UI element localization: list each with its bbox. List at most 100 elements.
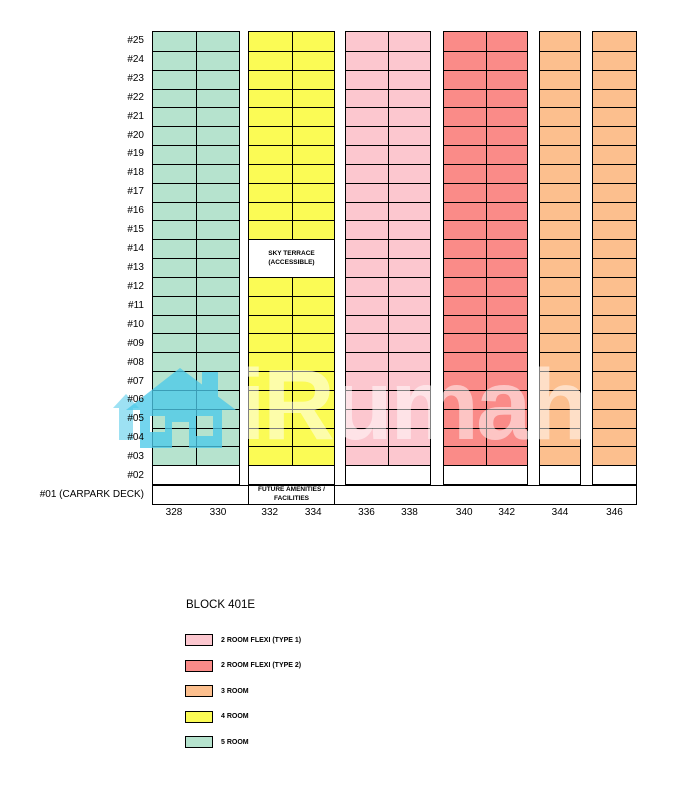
carpark-deck-label: #01 (CARPARK DECK) — [39, 489, 144, 500]
unit-cell-328 — [153, 352, 196, 371]
unit-column-group-346 — [592, 31, 637, 485]
unit-cell-328 — [153, 220, 196, 240]
unit-cell-342 — [485, 69, 527, 89]
legend-item: 2 ROOM FLEXI (TYPE 2) — [185, 659, 302, 672]
unit-cell-328 — [153, 126, 196, 145]
unit-cell-334 — [291, 295, 334, 315]
unit-number-label: 328 — [165, 507, 183, 518]
unit-cell-344 — [540, 295, 580, 315]
unit-cell-346 — [593, 88, 636, 108]
unit-cell-336 — [346, 163, 388, 183]
unit-cell-332 — [249, 446, 292, 466]
unit-cell-334 — [291, 446, 334, 466]
unit-cell-338 — [388, 126, 430, 145]
void-deck-cell — [249, 465, 334, 484]
floor-label: #06 — [127, 394, 144, 406]
unit-cell-338 — [388, 314, 430, 334]
unit-cell-346 — [593, 126, 636, 145]
unit-cell-332 — [249, 408, 292, 428]
unit-cell-344 — [540, 107, 580, 127]
unit-cell-336 — [346, 50, 388, 70]
legend-swatch — [185, 634, 213, 646]
unit-column-group-340-342 — [443, 31, 528, 485]
unit-cell-342 — [485, 446, 527, 466]
unit-cell-340 — [444, 220, 486, 240]
floor-label: #21 — [127, 110, 144, 122]
legend-label: 5 ROOM — [221, 738, 249, 746]
unit-number-label: 340 — [455, 507, 473, 518]
unit-cell-342 — [485, 239, 527, 258]
unit-cell-328 — [153, 163, 196, 183]
floor-label: #15 — [127, 224, 144, 236]
unit-cell-342 — [485, 201, 527, 221]
unit-cell-330 — [196, 126, 239, 145]
unit-cell-340 — [444, 389, 486, 409]
unit-number-label: 336 — [358, 507, 375, 518]
unit-cell-340 — [444, 239, 486, 258]
unit-cell-328 — [153, 389, 196, 409]
unit-cell-338 — [388, 239, 430, 258]
unit-number-label: 346 — [606, 507, 623, 518]
unit-cell-344 — [540, 220, 580, 240]
unit-cell-340 — [444, 314, 486, 334]
unit-cell-336 — [346, 276, 388, 296]
floor-label: #05 — [127, 413, 144, 425]
unit-cell-336 — [346, 239, 388, 258]
legend-item: 3 ROOM — [185, 685, 301, 697]
unit-cell-334 — [291, 408, 334, 428]
unit-cell-340 — [444, 107, 486, 127]
unit-cell-346 — [593, 145, 636, 164]
block-title: BLOCK 401E — [186, 599, 256, 611]
void-deck-cell — [540, 465, 580, 484]
legend-item: 2 ROOM FLEXI (TYPE 1) — [185, 634, 301, 646]
unit-cell-328 — [153, 258, 196, 277]
floor-label: #23 — [127, 72, 144, 84]
unit-cell-332 — [249, 276, 292, 296]
unit-cell-340 — [444, 295, 486, 315]
unit-cell-332 — [249, 371, 292, 390]
unit-number-label: 332 — [261, 507, 279, 518]
floor-label: #14 — [127, 243, 144, 255]
unit-cell-344 — [540, 427, 580, 447]
legend-swatch — [185, 736, 213, 748]
unit-cell-344 — [540, 408, 580, 428]
unit-cell-328 — [153, 69, 196, 89]
floor-label: #11 — [128, 299, 144, 311]
unit-cell-332 — [249, 107, 292, 127]
unit-cell-346 — [593, 182, 636, 202]
unit-cell-342 — [485, 32, 527, 51]
unit-cell-338 — [388, 69, 430, 89]
unit-cell-336 — [346, 427, 388, 447]
legend-item: 5 ROOM — [185, 736, 301, 748]
unit-cell-344 — [540, 371, 580, 390]
unit-cell-336 — [346, 408, 388, 428]
unit-column-group-332-334: SKY TERRACE (ACCESSIBLE) — [248, 31, 335, 485]
unit-cell-330 — [196, 258, 239, 277]
unit-cell-344 — [540, 258, 580, 277]
unit-cell-338 — [388, 201, 430, 221]
unit-cell-340 — [444, 32, 486, 51]
unit-cell-336 — [346, 201, 388, 221]
unit-cell-346 — [593, 107, 636, 127]
unit-cell-336 — [346, 446, 388, 466]
unit-cell-340 — [444, 145, 486, 164]
unit-cell-338 — [388, 408, 430, 428]
legend-label: 2 ROOM FLEXI (TYPE 2) — [221, 662, 302, 669]
unit-cell-330 — [196, 163, 239, 183]
unit-cell-338 — [388, 352, 430, 371]
unit-cell-344 — [540, 389, 580, 409]
unit-cell-330 — [196, 107, 239, 127]
unit-cell-334 — [291, 163, 334, 183]
void-deck-cell — [444, 465, 527, 484]
unit-cell-340 — [444, 408, 486, 428]
unit-cell-334 — [291, 314, 334, 334]
floor-label: #10 — [127, 318, 144, 330]
floor-label: #03 — [127, 451, 144, 463]
unit-cell-338 — [388, 258, 430, 277]
unit-cell-334 — [291, 107, 334, 127]
unit-cell-328 — [153, 50, 196, 70]
unit-cell-338 — [388, 427, 430, 447]
unit-cell-328 — [153, 201, 196, 221]
unit-cell-340 — [444, 352, 486, 371]
unit-cell-336 — [346, 107, 388, 127]
